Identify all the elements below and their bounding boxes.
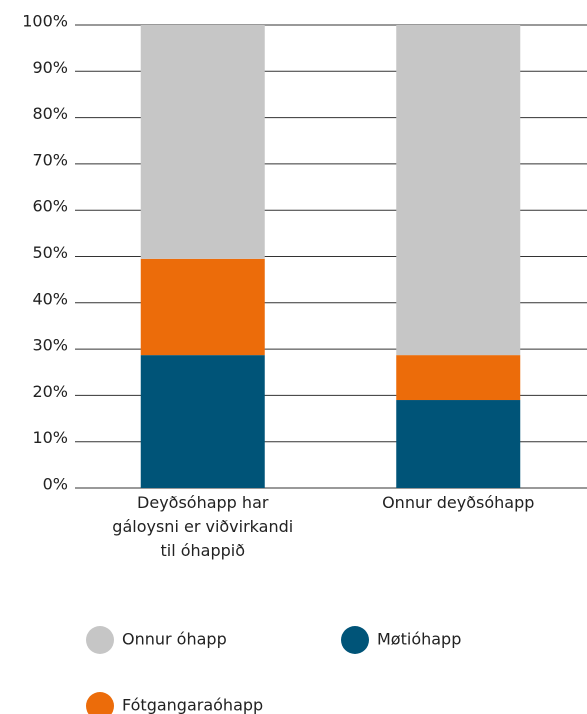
x-tick-label: Onnur deyðsóhapp — [382, 493, 535, 512]
legend-swatch — [341, 626, 369, 654]
legend-swatch — [86, 626, 114, 654]
bar-segment — [396, 25, 521, 356]
bar-segment — [140, 25, 265, 259]
y-tick-label: 60% — [32, 197, 68, 216]
legend-label: Møtióhapp — [377, 630, 461, 649]
y-tick-label: 70% — [32, 150, 68, 169]
y-tick-label: 80% — [32, 104, 68, 123]
bar-segment — [396, 355, 521, 401]
y-tick-label: 100% — [22, 12, 68, 31]
y-tick-label: 40% — [32, 289, 68, 308]
y-tick-label: 50% — [32, 243, 68, 262]
bar-segment — [140, 355, 265, 488]
y-tick-label: 30% — [32, 336, 68, 355]
x-tick-label: Deyðsóhapp har gáloysni er viðvirkandi t… — [112, 493, 294, 560]
y-tick-label: 90% — [32, 58, 68, 77]
legend-label: Fótgangaraóhapp — [122, 696, 263, 714]
y-tick-label: 0% — [43, 475, 68, 494]
legend-swatch — [86, 692, 114, 714]
y-tick-label: 20% — [32, 382, 68, 401]
bar-segment — [396, 400, 521, 488]
legend-label: Onnur óhapp — [122, 630, 227, 649]
bar-segment — [140, 258, 265, 356]
y-tick-label: 10% — [32, 428, 68, 447]
